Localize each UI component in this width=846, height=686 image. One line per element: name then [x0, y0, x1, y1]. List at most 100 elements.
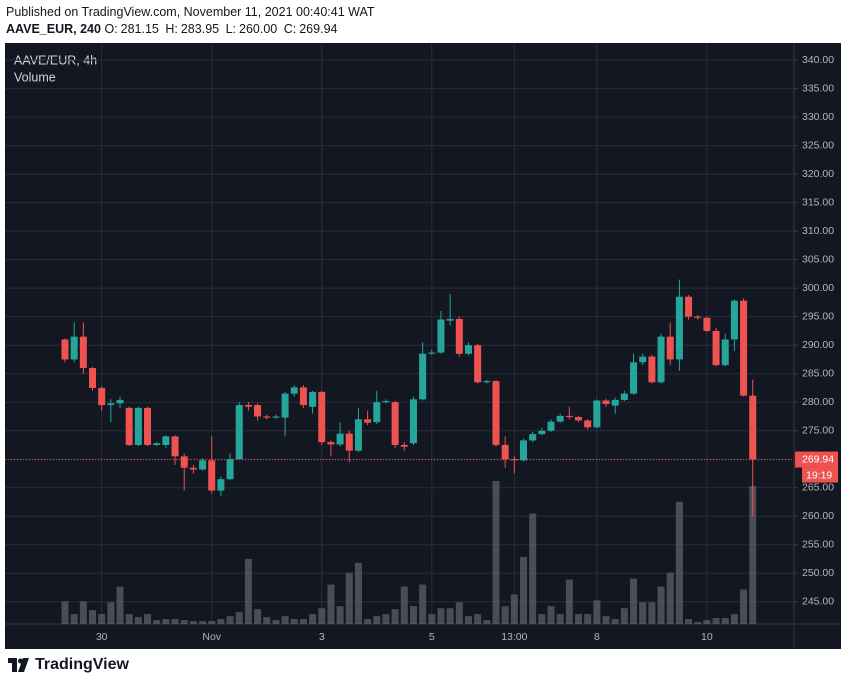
volume-bar	[648, 602, 656, 624]
volume-bar	[501, 606, 509, 624]
candle-body	[547, 421, 555, 431]
candle-body	[226, 459, 234, 480]
candle-body	[419, 353, 427, 400]
x-tick-label: 8	[594, 631, 600, 643]
ohlc-label: C:	[283, 22, 297, 36]
candle-body	[712, 330, 720, 366]
candle-body	[675, 296, 683, 360]
ohlc-value: 260.00	[239, 22, 278, 36]
candle-body	[556, 415, 564, 422]
volume-bar	[721, 618, 729, 624]
volume-bar	[345, 572, 353, 624]
candle-body	[529, 434, 537, 441]
candle-body	[153, 443, 161, 445]
volume-bar	[602, 616, 610, 624]
y-tick-label: 265.00	[802, 482, 834, 494]
volume-bar	[740, 589, 748, 624]
volume-bar	[630, 578, 638, 624]
volume-bar	[593, 600, 601, 624]
candle-body	[272, 416, 280, 418]
volume-bar	[464, 616, 472, 624]
published-line: Published on TradingView.com, November 1…	[6, 5, 375, 19]
candle-body	[61, 339, 69, 360]
volume-bar	[79, 601, 87, 624]
volume-bar	[70, 614, 78, 624]
volume-bar	[199, 621, 207, 624]
candle-body	[584, 420, 592, 428]
candle-body	[538, 430, 546, 435]
volume-bar	[318, 608, 326, 624]
brand-icon	[8, 658, 29, 672]
volume-bar	[336, 606, 344, 624]
candle-body	[98, 387, 106, 406]
volume-bar	[116, 586, 124, 624]
ohlc-value: 283.95	[180, 22, 220, 36]
candle-body	[483, 381, 491, 383]
y-tick-label: 290.00	[802, 339, 834, 351]
volume-bar	[98, 614, 106, 624]
volume-bar	[703, 620, 711, 624]
candle-body	[446, 318, 454, 321]
y-tick-label: 255.00	[802, 539, 834, 551]
candle-body	[327, 442, 335, 445]
candle-body	[630, 362, 638, 394]
volume-bar	[217, 619, 225, 624]
candle-body	[749, 395, 757, 460]
volume-bar	[235, 612, 243, 624]
last-price-label: 269.94	[802, 453, 834, 465]
candle-body	[703, 317, 711, 331]
candle-body	[89, 367, 97, 388]
volume-bar	[620, 608, 628, 624]
candle-body	[391, 402, 399, 445]
volume-bar	[565, 579, 573, 624]
volume-bar	[520, 556, 527, 624]
countdown-label: 19:19	[806, 469, 832, 481]
candle-body	[520, 440, 527, 461]
volume-bar	[382, 614, 390, 624]
candle-body	[474, 345, 482, 383]
volume-bar	[749, 485, 757, 624]
volume-bar	[254, 609, 262, 624]
volume-bar	[290, 619, 298, 624]
volume-bar	[327, 584, 335, 624]
candle-body	[263, 416, 271, 418]
candle-body	[354, 419, 362, 451]
candle-body	[125, 407, 133, 445]
candle-body	[721, 339, 729, 366]
candle-body	[318, 391, 326, 443]
volume-bar	[675, 501, 683, 624]
volume-bar	[474, 614, 482, 624]
candle-body	[345, 433, 353, 451]
volume-bar	[61, 601, 69, 624]
y-tick-label: 260.00	[802, 510, 834, 522]
candle-body	[428, 352, 436, 354]
candle-body	[575, 417, 583, 421]
volume-bar	[584, 614, 592, 624]
x-tick-label: 13:00	[501, 631, 527, 643]
y-tick-label: 245.00	[802, 596, 834, 608]
volume-bar	[400, 586, 408, 624]
candle-body	[208, 460, 216, 491]
candle-body	[70, 336, 78, 360]
volume-bar	[547, 606, 555, 624]
volume-bar	[409, 606, 417, 624]
volume-bar	[354, 562, 362, 624]
candle-body	[382, 401, 390, 403]
candle-body	[309, 391, 317, 407]
candle-body	[694, 316, 702, 318]
ohlc-value: 281.15	[120, 22, 159, 36]
volume-bar	[208, 621, 216, 624]
brand-name: TradingView	[35, 656, 129, 673]
volume-label: Volume	[14, 70, 56, 84]
volume-bar	[244, 558, 252, 624]
volume-bar	[263, 617, 271, 624]
candle-body	[593, 400, 601, 428]
volume-bar	[657, 586, 665, 624]
candle-body	[648, 356, 656, 383]
candle-body	[162, 436, 170, 445]
y-tick-label: 295.00	[802, 310, 834, 322]
candle-body	[217, 479, 225, 491]
volume-bar	[309, 614, 317, 624]
countdown-box	[802, 467, 838, 483]
